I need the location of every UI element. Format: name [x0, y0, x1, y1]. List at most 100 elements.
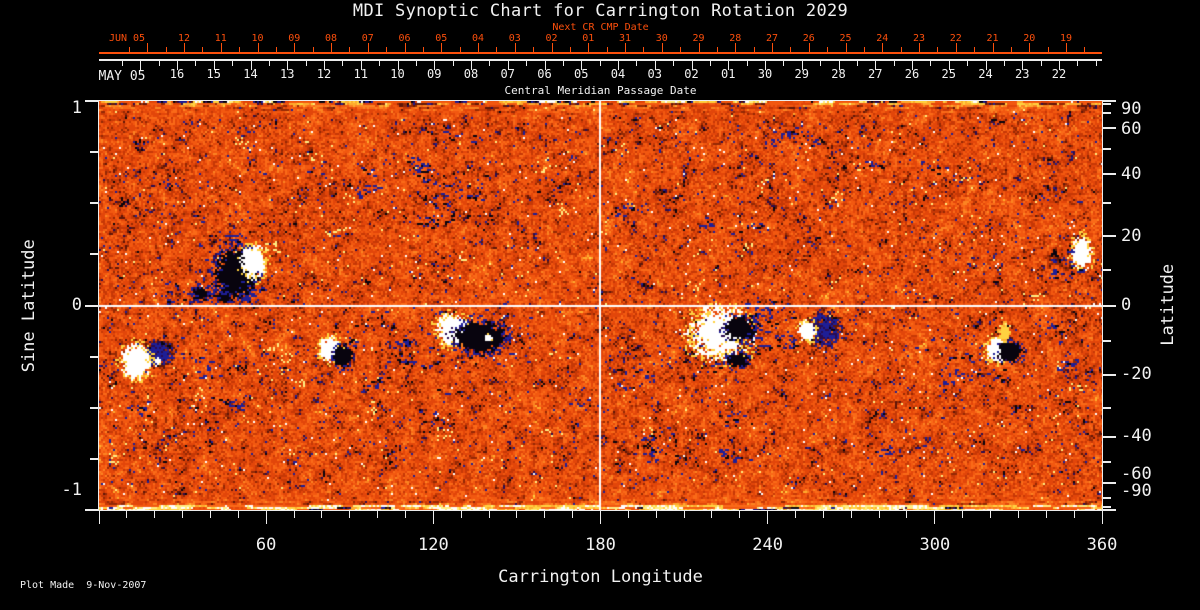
- next-cr-axis-major-tick: [845, 43, 847, 52]
- next-cr-axis-major-tick: [625, 43, 626, 52]
- next-cr-axis-tick-label: 10: [251, 33, 264, 44]
- x-axis-minor-tick: [683, 511, 685, 518]
- right-axis-major-tick: [1103, 374, 1116, 377]
- right-axis-minor-tick: [1103, 112, 1111, 115]
- x-axis-minor-tick: [209, 511, 211, 518]
- next-cr-axis-tick-label: 26: [802, 33, 815, 44]
- cmp-axis-minor-tick: [746, 61, 748, 66]
- x-axis-minor-tick: [850, 511, 852, 518]
- cmp-axis-major-tick: [324, 61, 325, 70]
- right-axis-minor-tick: [1103, 496, 1111, 499]
- right-axis-tick-label: -90: [1121, 481, 1152, 501]
- cmp-axis-tick-label: 01: [721, 67, 736, 81]
- right-axis-minor-tick: [1103, 340, 1111, 342]
- left-axis-tick-label: -1: [61, 480, 82, 500]
- magnetogram-image: [99, 101, 1102, 510]
- next-cr-axis-minor-tick: [312, 47, 314, 52]
- x-axis-minor-tick: [544, 511, 546, 518]
- cmp-axis-minor-tick: [305, 61, 307, 66]
- next-cr-axis-minor-tick: [569, 47, 571, 52]
- left-axis-tick-label: 0: [71, 294, 82, 315]
- left-axis-minor-tick: [90, 202, 98, 205]
- cmp-axis-major-tick: [875, 61, 877, 70]
- right-axis-minor-tick: [1103, 147, 1111, 150]
- cmp-axis-minor-tick: [379, 61, 381, 66]
- right-axis-minor-tick: [1103, 103, 1111, 106]
- x-axis-major-tick: [934, 511, 936, 524]
- next-cr-axis-major-tick: [698, 43, 700, 52]
- next-cr-axis-minor-tick: [1047, 47, 1049, 52]
- next-cr-axis-major-tick: [367, 43, 369, 52]
- cmp-axis-minor-tick: [415, 61, 417, 66]
- cmp-axis-minor-tick: [820, 61, 822, 66]
- right-axis-minor-tick: [1103, 406, 1111, 409]
- next-cr-axis-minor-tick: [974, 47, 976, 52]
- cmp-axis-major-tick: [728, 61, 730, 70]
- next-cr-axis-major-tick: [772, 43, 773, 52]
- x-axis-minor-tick: [739, 511, 741, 518]
- cmp-axis-major-tick: [654, 61, 656, 70]
- next-cr-axis-minor-tick: [349, 47, 351, 52]
- next-cr-axis-tick-label: 27: [765, 33, 779, 44]
- next-cr-axis-major-tick: [478, 43, 479, 52]
- next-cr-axis-minor-tick: [716, 47, 718, 52]
- cmp-axis-tick-label: 26: [904, 67, 920, 81]
- x-axis-tick-label: 360: [1086, 535, 1118, 555]
- cmp-axis-minor-tick: [930, 61, 932, 66]
- left-axis-minor-tick: [90, 457, 98, 460]
- cmp-axis-minor-tick: [636, 61, 638, 66]
- right-axis-tick-label: 0: [1121, 295, 1132, 315]
- cmp-axis-tick-label: 08: [463, 67, 479, 81]
- cmp-axis-minor-tick: [195, 61, 197, 66]
- cmp-axis-tick-label: 07: [500, 67, 515, 81]
- cmp-axis-minor-tick: [599, 61, 601, 66]
- x-axis-title: Carrington Longitude: [498, 567, 703, 587]
- x-axis-minor-tick: [154, 511, 156, 518]
- x-axis-minor-tick: [627, 511, 629, 518]
- x-axis-minor-tick: [906, 511, 908, 518]
- next-cr-axis-major-tick: [551, 43, 553, 52]
- next-cr-axis-major-tick: [808, 43, 810, 52]
- next-cr-axis-major-tick: [404, 43, 406, 52]
- cmp-axis-major-tick: [544, 61, 546, 70]
- next-cr-axis-major-tick: [992, 43, 994, 52]
- right-axis-minor-tick: [1103, 461, 1111, 464]
- next-cr-axis-tick-label: 11: [214, 33, 227, 44]
- cmp-axis-tick-label: 12: [316, 67, 332, 81]
- next-cr-axis-tick-label: 25: [839, 33, 852, 44]
- x-axis-tick-label: 180: [585, 535, 616, 555]
- cmp-axis-tick-label: 03: [647, 67, 662, 81]
- x-axis-minor-tick: [962, 511, 964, 518]
- next-cr-axis-major-tick: [294, 43, 296, 52]
- next-cr-axis-major-tick: [184, 43, 185, 52]
- cmp-axis-minor-tick: [709, 61, 711, 66]
- next-cr-axis-tick-label: 06: [398, 33, 411, 44]
- right-axis-minor-tick: [1103, 202, 1111, 205]
- x-axis-minor-tick: [293, 511, 295, 518]
- cmp-axis-minor-tick: [856, 61, 858, 66]
- cmp-axis-major-tick: [948, 61, 950, 70]
- x-axis-minor-tick: [126, 511, 128, 518]
- next-cr-axis-major-tick: [331, 43, 332, 52]
- x-axis-tick-label: 240: [752, 535, 784, 555]
- x-axis-minor-tick: [488, 511, 490, 518]
- x-axis-minor-tick: [1073, 511, 1075, 518]
- next-cr-axis-major-tick: [1029, 43, 1031, 52]
- right-axis-tick-label: 40: [1121, 164, 1142, 184]
- plot-frame: [98, 100, 1103, 511]
- next-cr-axis-tick-label: 20: [1023, 33, 1036, 44]
- next-cr-axis-minor-tick: [643, 47, 645, 52]
- next-cr-axis-tick-label: 23: [912, 33, 926, 44]
- right-axis-tick-label: -60: [1121, 464, 1152, 484]
- x-axis-minor-tick: [516, 511, 518, 518]
- right-axis-major-tick: [1103, 304, 1116, 307]
- next-cr-axis-minor-tick: [239, 47, 241, 52]
- cmp-axis-minor-tick: [673, 61, 675, 66]
- next-cr-axis-major-tick: [220, 43, 222, 52]
- cmp-axis-minor-tick: [1040, 61, 1042, 66]
- central-meridian-passage-date-label: Central Meridian Passage Date: [504, 84, 697, 97]
- next-cr-cmp-date-label: Next CR CMP Date: [552, 22, 649, 33]
- next-cr-axis-tick-label: 24: [876, 33, 889, 44]
- cmp-axis-tick-label: 27: [868, 67, 883, 81]
- x-axis-major-tick: [265, 511, 267, 524]
